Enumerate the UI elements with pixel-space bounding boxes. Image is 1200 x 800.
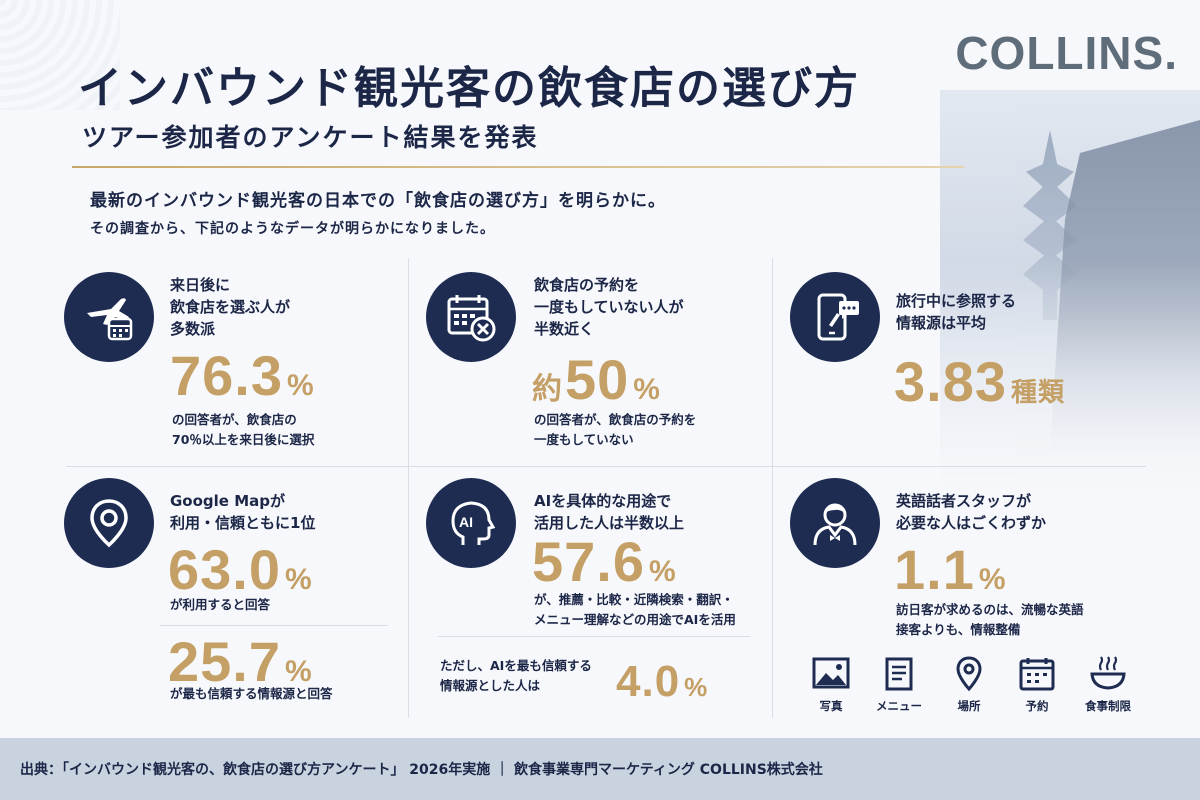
stat-note: が、推薦・比較・近隣検索・翻訳・ メニュー理解などの用途でAIを活用 [534, 592, 736, 627]
location-icon [956, 656, 982, 692]
stat-value: 3.83 種類 [894, 352, 1065, 423]
info-item-photo: 写真 [806, 656, 856, 714]
footer-text: 出典：「インバウンド観光客の、飲食店の選び方アンケート」 2026年実施 ｜ 飲… [20, 762, 823, 778]
food-restriction-icon [1090, 656, 1126, 690]
stat-value: 76.3% [170, 346, 315, 416]
stat-prefix: 約 [532, 373, 563, 406]
stat-note: 訪日客が求めるのは、流暢な英語 接客よりも、情報整備 [896, 602, 1084, 637]
grid-divider [772, 258, 773, 718]
map-pin-icon [64, 478, 154, 568]
stat-value-secondary: 4.0% [616, 652, 708, 717]
info-item-label: 写真 [819, 699, 843, 713]
ai-head-icon: AI [426, 478, 516, 568]
source-footer: 出典：「インバウンド観光客の、飲食店の選び方アンケート」 2026年実施 ｜ 飲… [0, 738, 1200, 800]
stat-unit: 種類 [1011, 378, 1066, 408]
stat-note: が利用すると回答 [170, 597, 271, 612]
stat-number: 1.1 [894, 538, 975, 601]
page-title: インバウンド観光客の飲食店の選び方 [78, 63, 860, 114]
stat-number: 63.0 [168, 538, 281, 601]
info-item-reservation: 予約 [1012, 656, 1062, 714]
info-item-label: 予約 [1025, 699, 1049, 713]
stat-value-secondary: 25.7% [168, 632, 313, 702]
grid-divider [408, 258, 409, 718]
stat-value: 約50% [532, 350, 661, 420]
staff-person-icon [790, 478, 880, 568]
stat-unit: % [978, 563, 1007, 596]
info-item-label: メニュー [876, 699, 922, 713]
stat-number: 57.6 [532, 530, 645, 593]
stat-number: 50 [565, 348, 630, 411]
stat-note-secondary: が最も信頼する情報源と回答 [170, 686, 333, 701]
stat-unit: % [633, 373, 661, 406]
stat-label: AIを具体的な用途で 活用した人は半数以上 [534, 492, 685, 532]
stat-number: 4.0 [616, 657, 681, 706]
stat-number: 3.83 [894, 350, 1007, 413]
info-item-location: 場所 [944, 656, 994, 714]
stat-label: 飲食店の予約を 一度もしていない人が 半数近く [534, 276, 684, 338]
stat-note: の回答者が、飲食店の予約を 一度もしていない [534, 412, 697, 447]
stat-unit: % [285, 563, 313, 596]
intro-line-2: その調査から、下記のようなデータが明らかになりました。 [90, 221, 495, 237]
reservation-icon [1019, 658, 1055, 691]
stat-unit: % [684, 672, 709, 702]
brand-logo: COLLINS. [955, 27, 1178, 79]
stat-note-secondary: ただし、AIを最も信頼する 情報源とした人は [440, 658, 592, 693]
stat-label: 旅行中に参照する 情報源は平均 [896, 292, 1017, 332]
svg-text:AI: AI [459, 514, 473, 530]
plane-calendar-icon [64, 272, 154, 362]
stat-label: Google Mapが 利用・信頼ともに1位 [170, 492, 316, 532]
sub-divider [160, 625, 388, 626]
page-subtitle: ツアー参加者のアンケート結果を発表 [82, 123, 539, 152]
stat-label: 来日後に 飲食店を選ぶ人が 多数派 [170, 276, 291, 338]
stat-unit: % [649, 555, 677, 588]
grid-divider [66, 466, 1146, 467]
stat-unit: % [285, 655, 313, 688]
title-divider [72, 166, 964, 168]
info-item-menu: メニュー [874, 656, 924, 714]
stat-note: の回答者が、飲食店の 70％以上を来日後に選択 [172, 412, 315, 447]
stat-label: 英語話者スタッフが 必要な人はごくわずか [896, 492, 1047, 532]
sub-divider [438, 636, 750, 637]
smartphone-chat-icon [790, 272, 880, 362]
stat-value: 63.0% [168, 540, 313, 610]
calendar-cross-icon [426, 272, 516, 362]
info-item-food-restriction: 食事制限 [1078, 656, 1138, 714]
stat-number: 25.7 [168, 630, 281, 693]
stat-unit: % [287, 369, 315, 402]
stat-number: 76.3 [170, 344, 283, 407]
stat-value: 1.1% [894, 540, 1007, 610]
photo-icon [812, 657, 850, 689]
info-item-label: 場所 [957, 699, 981, 713]
intro-line-1: 最新のインバウンド観光客の日本での「飲食店の選び方」を明らかに。 [90, 191, 666, 211]
stat-value: 57.6% [532, 532, 677, 602]
info-item-label: 食事制限 [1085, 699, 1131, 713]
wave-pattern [0, 0, 120, 110]
menu-icon [885, 657, 913, 691]
